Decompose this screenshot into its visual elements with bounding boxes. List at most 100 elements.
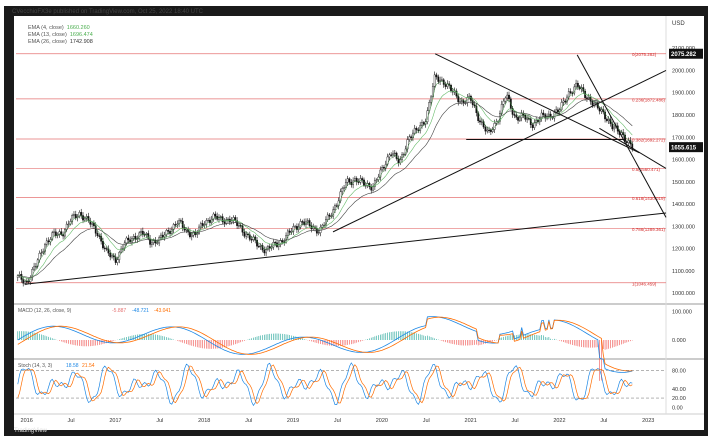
candle-body: [341, 188, 344, 193]
candle-body: [161, 234, 164, 238]
candle-body: [489, 129, 492, 132]
candle-body: [484, 126, 487, 132]
candle-body: [257, 245, 260, 248]
candle-body: [502, 100, 505, 105]
x-tick-label: 2019: [287, 418, 299, 424]
candle-body: [80, 212, 83, 216]
candle-body: [292, 226, 295, 232]
x-tick-label: 2022: [553, 418, 565, 424]
candle-body: [564, 100, 567, 103]
ema-26-line: [17, 99, 633, 278]
fib-level-label: 0(2075.282): [632, 52, 657, 57]
candle-body: [58, 231, 61, 235]
macd-value: -5.887: [112, 308, 126, 314]
candle-body: [317, 232, 320, 234]
candle-body: [430, 96, 432, 103]
candle-body: [372, 186, 374, 191]
legend-label: EMA (13, close): [28, 32, 67, 38]
stoch-d-line: [17, 364, 633, 405]
candle-body: [140, 230, 142, 234]
chart-area[interactable]: EMA (4, close) 1660.260 EMA (13, close) 16…: [14, 16, 704, 430]
candle-body: [53, 231, 55, 233]
x-tick-label: Jul: [600, 418, 607, 424]
candle-body: [60, 231, 63, 235]
candle-body: [299, 221, 302, 228]
trendline: [576, 54, 667, 218]
candle-body: [513, 114, 516, 116]
stoch-y-tick: 0.00: [672, 405, 683, 411]
candle-body: [114, 256, 117, 263]
candle-body: [604, 111, 606, 120]
candle-body: [27, 281, 30, 283]
candle-body: [627, 140, 630, 143]
candle-body: [174, 224, 177, 226]
candle-body: [73, 214, 75, 216]
candle-body: [190, 234, 193, 238]
currency-label: USD: [672, 21, 685, 27]
x-tick-label: 2018: [198, 418, 210, 424]
y-tick-label: 2000.000: [672, 68, 695, 74]
candle-body: [160, 234, 162, 238]
candle-body: [535, 120, 538, 123]
candle-body: [223, 221, 226, 224]
candle-body: [560, 102, 563, 110]
candle-body: [102, 241, 104, 249]
candle-body: [67, 223, 70, 226]
candle-body: [156, 242, 159, 244]
stoch-y-tick: 80.00: [672, 368, 686, 374]
candle-body: [388, 154, 391, 158]
candle-body: [517, 117, 519, 121]
candle-body: [459, 101, 461, 103]
candle-body: [248, 234, 251, 240]
x-tick-label: Jul: [512, 418, 519, 424]
x-tick-label: 2023: [642, 418, 654, 424]
y-tick-label: 1100.000: [672, 269, 695, 275]
candle-body: [127, 237, 130, 241]
candle-body: [393, 152, 396, 155]
candle-body: [38, 252, 41, 261]
candle-body: [294, 226, 297, 228]
ema-4-line: [17, 80, 633, 282]
candle-body: [192, 231, 195, 236]
y-tick-label: 1700.000: [672, 135, 695, 141]
candle-body: [245, 233, 248, 237]
x-tick-label: Jul: [334, 418, 341, 424]
candle-body: [109, 252, 112, 258]
candle-body: [408, 136, 411, 140]
stoch-value: 18.58: [66, 363, 79, 369]
candle-body: [355, 178, 358, 183]
stoch-k-line: [17, 362, 633, 407]
legend-value: 1660.260: [66, 25, 90, 31]
candle-body: [437, 76, 440, 82]
candle-body: [357, 181, 360, 183]
candle-body: [321, 224, 324, 228]
candle-body: [277, 244, 280, 247]
candle-body: [16, 275, 19, 278]
candle-body: [328, 214, 331, 217]
candle-body: [335, 205, 338, 207]
candle-body: [125, 237, 128, 244]
candle-body: [83, 217, 86, 221]
x-tick-label: Jul: [423, 418, 430, 424]
x-tick-label: Jul: [245, 418, 252, 424]
candle-body: [103, 247, 106, 249]
legend-label: EMA (26, close): [28, 39, 67, 45]
trendline: [24, 212, 667, 285]
candle-body: [406, 139, 409, 150]
candle-body: [25, 281, 28, 283]
macd-label: MACD (12, 26, close, 9): [18, 308, 72, 314]
candle-body: [263, 249, 266, 254]
candle-body: [296, 226, 298, 230]
candle-body: [575, 83, 577, 88]
candle-body: [218, 216, 220, 220]
candle-body: [390, 154, 393, 156]
candle-body: [78, 212, 81, 217]
candle-body: [120, 248, 122, 253]
x-tick-label: Jul: [68, 418, 75, 424]
candle-body: [141, 230, 144, 235]
candle-body: [433, 74, 436, 87]
candle-body: [180, 220, 182, 222]
candle-body: [334, 205, 336, 210]
candle-body: [326, 214, 329, 220]
candle-body: [587, 97, 590, 99]
